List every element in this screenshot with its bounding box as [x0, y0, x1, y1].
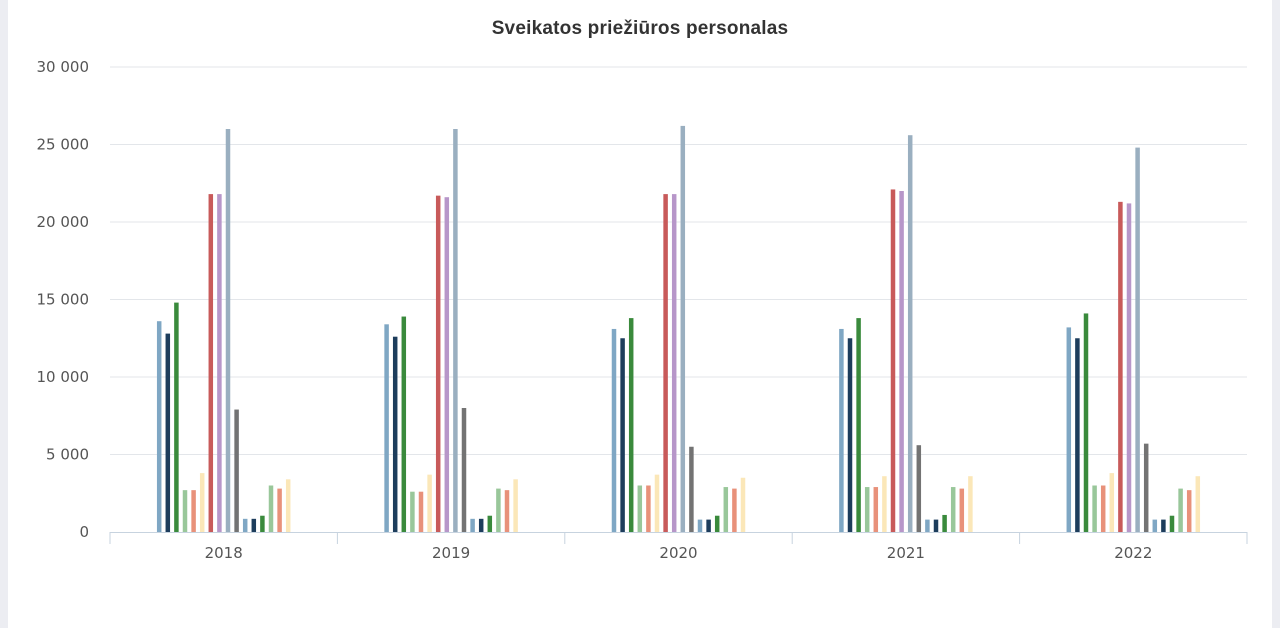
- bar[interactable]: [513, 479, 518, 532]
- bar[interactable]: [427, 474, 432, 532]
- bar[interactable]: [225, 129, 231, 532]
- bar[interactable]: [410, 491, 415, 532]
- bar[interactable]: [234, 409, 239, 532]
- x-tick-label: 2022: [1114, 544, 1152, 562]
- bar[interactable]: [470, 518, 475, 532]
- bar[interactable]: [968, 476, 973, 532]
- bar[interactable]: [907, 135, 913, 532]
- bar[interactable]: [925, 519, 930, 532]
- x-axis: 2018 2019 2020 2021 2022: [109, 532, 1248, 562]
- chart-title: Sveikatos priežiūros personalas: [491, 18, 789, 39]
- bar[interactable]: [504, 490, 510, 532]
- bar[interactable]: [1118, 201, 1123, 532]
- bar[interactable]: [392, 336, 398, 532]
- bar[interactable]: [444, 197, 450, 532]
- bar[interactable]: [882, 476, 887, 532]
- bar[interactable]: [959, 488, 965, 532]
- bar[interactable]: [461, 408, 467, 532]
- bar[interactable]: [714, 515, 720, 532]
- y-tick-label: 5 000: [46, 446, 89, 464]
- bar[interactable]: [174, 302, 179, 532]
- bar[interactable]: [478, 518, 484, 532]
- bar[interactable]: [496, 488, 501, 532]
- bar[interactable]: [671, 194, 677, 532]
- bar[interactable]: [950, 487, 956, 532]
- y-tick-label: 30 000: [37, 58, 90, 76]
- bar[interactable]: [208, 194, 214, 532]
- bar[interactable]: [1109, 473, 1115, 532]
- bar[interactable]: [1143, 443, 1149, 532]
- bar[interactable]: [723, 487, 729, 532]
- bar[interactable]: [689, 446, 694, 532]
- bars: [156, 125, 1201, 533]
- bar[interactable]: [453, 129, 458, 532]
- bar[interactable]: [182, 490, 188, 532]
- bar[interactable]: [1178, 488, 1183, 532]
- bar[interactable]: [1075, 338, 1080, 532]
- bar[interactable]: [899, 191, 904, 532]
- y-tick-label: 20 000: [37, 213, 90, 231]
- bar[interactable]: [873, 487, 879, 532]
- bar[interactable]: [251, 518, 257, 532]
- bar[interactable]: [933, 519, 939, 532]
- bar[interactable]: [611, 328, 617, 532]
- bar[interactable]: [654, 474, 660, 532]
- bar[interactable]: [285, 479, 291, 532]
- bar[interactable]: [277, 488, 282, 532]
- bar[interactable]: [637, 485, 643, 533]
- bar[interactable]: [156, 321, 162, 532]
- bar[interactable]: [1135, 147, 1140, 532]
- bar[interactable]: [890, 189, 896, 532]
- bar[interactable]: [916, 445, 922, 532]
- bar[interactable]: [242, 518, 248, 532]
- bar[interactable]: [620, 338, 625, 532]
- bar[interactable]: [418, 491, 424, 532]
- y-tick-label: 15 000: [37, 291, 90, 309]
- bar[interactable]: [384, 324, 389, 532]
- bar[interactable]: [1169, 515, 1175, 532]
- bar[interactable]: [1083, 313, 1089, 532]
- x-tick-label: 2021: [887, 544, 925, 562]
- bar[interactable]: [1186, 490, 1192, 532]
- bar[interactable]: [628, 318, 634, 532]
- x-tick-label: 2018: [205, 544, 243, 562]
- y-axis: 0 5 000 10 000 15 000 20 000 25 000 30 000: [37, 58, 90, 541]
- bar[interactable]: [1195, 476, 1201, 532]
- bar[interactable]: [839, 328, 844, 532]
- bar[interactable]: [740, 477, 746, 532]
- bar[interactable]: [706, 519, 711, 532]
- bar[interactable]: [199, 473, 205, 532]
- bar[interactable]: [191, 490, 196, 532]
- bar[interactable]: [260, 515, 265, 532]
- y-tick-label: 0: [79, 523, 89, 541]
- bar[interactable]: [646, 485, 651, 533]
- bar[interactable]: [1092, 485, 1097, 533]
- bar[interactable]: [864, 487, 870, 532]
- bar[interactable]: [1161, 519, 1166, 532]
- bar[interactable]: [732, 488, 737, 532]
- y-tick-label: 10 000: [37, 368, 90, 386]
- bar[interactable]: [165, 333, 171, 532]
- x-tick-label: 2020: [659, 544, 697, 562]
- bar[interactable]: [847, 338, 853, 532]
- x-tick-label: 2019: [432, 544, 470, 562]
- bar[interactable]: [856, 318, 861, 532]
- bar[interactable]: [1126, 203, 1132, 532]
- bar[interactable]: [942, 514, 947, 532]
- bar[interactable]: [401, 316, 407, 532]
- bar[interactable]: [1152, 519, 1158, 532]
- bar[interactable]: [680, 125, 686, 533]
- bar[interactable]: [697, 519, 703, 532]
- bar[interactable]: [435, 195, 441, 532]
- bar[interactable]: [217, 194, 222, 532]
- y-tick-label: 25 000: [37, 136, 90, 154]
- bar[interactable]: [1100, 485, 1106, 533]
- grid-lines: [110, 66, 1247, 455]
- bar[interactable]: [487, 515, 493, 532]
- bar[interactable]: [268, 485, 274, 533]
- bar[interactable]: [1066, 327, 1072, 532]
- bar[interactable]: [663, 194, 668, 532]
